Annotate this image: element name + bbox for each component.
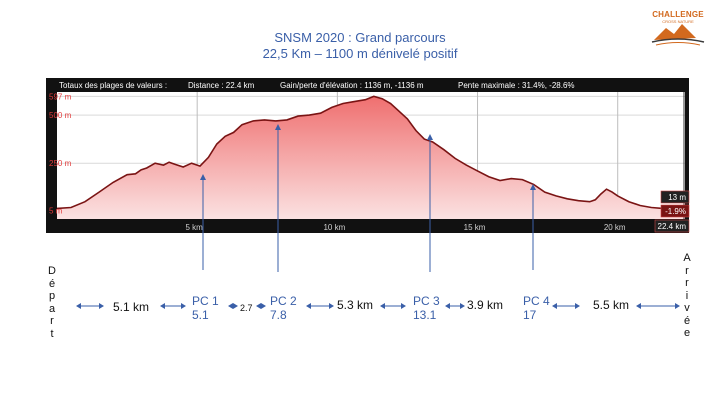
- segment-arrow-head-right: [460, 303, 465, 309]
- segment-arrow-head-left: [160, 303, 165, 309]
- mountain-logo-icon: [651, 24, 705, 46]
- checkpoint-arrow-head: [427, 134, 433, 140]
- segment-arrow-head-left: [445, 303, 450, 309]
- checkpoint-pc2: PC 2 7.8: [270, 294, 297, 322]
- cursor-box: [660, 204, 690, 218]
- y-tick-labels: 597 m 500 m 250 m 5 m: [49, 92, 72, 215]
- vertical-letter: e: [683, 327, 691, 339]
- vertical-letter: é: [48, 277, 56, 290]
- checkpoint-pc3: PC 3 13.1: [413, 294, 440, 322]
- segment-arrow-head-right: [261, 303, 266, 309]
- segment-pc4-finish: 5.5 km: [593, 298, 630, 312]
- segment-arrow-head-left: [636, 303, 641, 309]
- x-tick-label: 15 km: [464, 223, 486, 232]
- segment-arrow-head-right: [329, 303, 334, 309]
- vertical-letter: A: [683, 252, 691, 264]
- y-tick-label: 5 m: [49, 206, 63, 215]
- vertical-letter: v: [684, 302, 690, 314]
- challenge-logo: CHALLENGE CROSS NATURE: [648, 10, 708, 46]
- vertical-letter: r: [685, 277, 689, 289]
- y-tick-label: 250 m: [49, 159, 72, 168]
- vertical-letter: é: [683, 314, 691, 327]
- x-tick-label: 20 km: [604, 223, 626, 232]
- segment-arrow-head-right: [99, 303, 104, 309]
- page-subtitle: 22,5 Km – 1100 m dénivelé positif: [262, 46, 458, 61]
- checkpoint-km: 17: [523, 308, 537, 322]
- stat-distance: Distance : 22.4 km: [188, 81, 255, 90]
- checkpoint-pc4: PC 4 17: [523, 294, 550, 322]
- vertical-letter: r: [685, 264, 689, 277]
- stat-gain-loss: Gain/perte d'élévation : 1136 m, -1136 m: [280, 81, 424, 90]
- segment-arrow-head-right: [181, 303, 186, 309]
- cursor-label: 13 m: [668, 193, 686, 202]
- logo-text: CHALLENGE: [652, 10, 704, 19]
- segment-arrow-head-right: [233, 303, 238, 309]
- segment-arrow-head-left: [306, 303, 311, 309]
- logo-subtext: CROSS NATURE: [662, 19, 694, 24]
- checkpoint-pc1: PC 1 5.1: [192, 294, 219, 322]
- vertical-letter: r: [50, 315, 54, 327]
- checkpoint-km: 5.1: [192, 308, 209, 322]
- page-title: SNSM 2020 : Grand parcours: [274, 30, 446, 45]
- checkpoint-name: PC 1: [192, 294, 219, 308]
- cursor-label: -1.9%: [665, 207, 686, 216]
- x-tick-labels: 5 km 10 km 15 km 20 km: [186, 223, 626, 232]
- segment-arrow-head-left: [380, 303, 385, 309]
- cursor-box: [654, 219, 690, 233]
- x-tick-label: 10 km: [323, 223, 345, 232]
- checkpoint-name: PC 3: [413, 294, 440, 308]
- checkpoint-name: PC 4: [523, 294, 550, 308]
- vertical-letter: i: [685, 289, 689, 302]
- stat-slope: Pente maximale : 31.4%, -28.6%: [458, 81, 575, 90]
- y-tick-label: 597 m: [49, 92, 72, 101]
- segment-arrow-head-right: [675, 303, 680, 309]
- segment-arrow-head-left: [552, 303, 557, 309]
- cursor-box: [660, 190, 690, 204]
- x-tick-label: 5 km: [186, 223, 204, 232]
- checkpoint-arrow-head: [275, 124, 281, 130]
- stat-ranges: Totaux des plages de valeurs :: [59, 81, 167, 90]
- vertical-letter: t: [50, 327, 54, 340]
- cursor-readout: 13 m -1.9% 22.4 km: [654, 92, 690, 233]
- checkpoint-arrow-head: [530, 184, 536, 190]
- checkpoint-name: PC 2: [270, 294, 297, 308]
- segment-start-pc1: 5.1 km: [113, 300, 150, 314]
- segment-pc2-pc3: 5.3 km: [337, 298, 374, 312]
- segment-pc1-pc2: 2.7: [240, 303, 253, 313]
- cursor-label: 22.4 km: [658, 222, 687, 231]
- segment-arrow-head-right: [575, 303, 580, 309]
- segment-arrow-head-left: [76, 303, 81, 309]
- segment-arrow-head-left: [256, 303, 261, 309]
- segment-arrow-head-left: [228, 303, 233, 309]
- checkpoint-arrows: [76, 124, 680, 309]
- segment-arrow-head-right: [401, 303, 406, 309]
- elevation-line: [56, 95, 685, 210]
- elevation-area: [57, 96, 685, 219]
- segment-pc3-pc4: 3.9 km: [467, 298, 504, 312]
- y-tick-label: 500 m: [49, 111, 72, 120]
- checkpoint-arrow-head: [200, 174, 206, 180]
- vertical-letter: p: [48, 290, 56, 302]
- vertical-letter: a: [48, 302, 56, 315]
- checkpoint-km: 13.1: [413, 308, 437, 322]
- vertical-letter: D: [48, 265, 56, 277]
- checkpoint-km: 7.8: [270, 308, 287, 322]
